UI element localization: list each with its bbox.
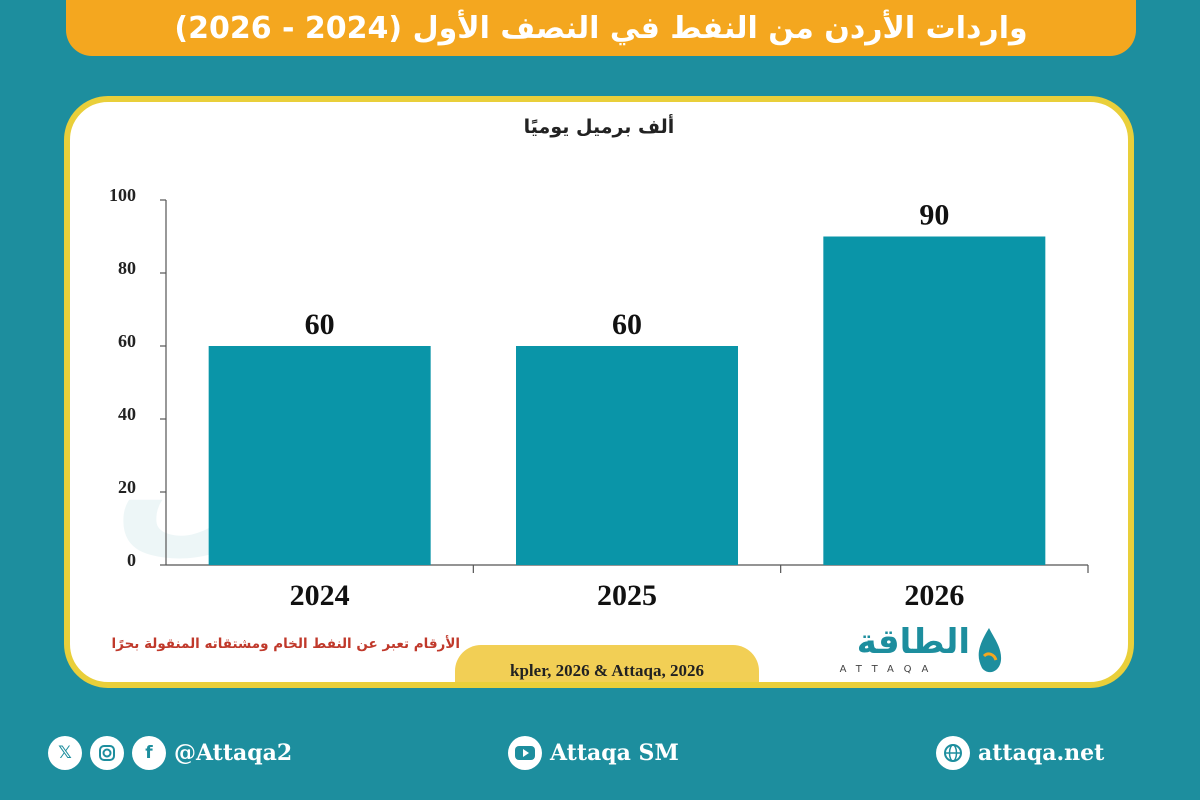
y-tick-label: 20 xyxy=(118,477,136,497)
bar-2026 xyxy=(823,236,1046,565)
facebook-icon[interactable]: f xyxy=(132,736,166,770)
source-text: kpler, 2026 & Attaqa, 2026 xyxy=(510,661,704,680)
website-group: attaqa.net xyxy=(936,736,1104,770)
attaqa-logo: الطاقة ATTAQA xyxy=(808,622,1004,682)
logo-arabic-text: الطاقة xyxy=(856,622,970,662)
data-label-2025: 60 xyxy=(612,308,642,341)
drop-icon xyxy=(978,628,1002,673)
bar-2024 xyxy=(208,346,431,565)
y-tick-label: 100 xyxy=(109,185,136,205)
footnote: الأرقام تعبر عن النفط الخام ومشتقاته الم… xyxy=(111,636,460,652)
bar-chart: 0 20 40 60 80 100 60 2024 60 2025 90 2026 xyxy=(109,185,1089,612)
category-label-2026: 2026 xyxy=(904,579,964,612)
social-handle[interactable]: @Attaqa2 xyxy=(174,740,293,766)
youtube-group: Attaqa SM xyxy=(508,736,679,770)
data-label-2024: 60 xyxy=(305,308,335,341)
y-tick-label: 60 xyxy=(118,331,136,351)
youtube-icon[interactable] xyxy=(508,736,542,770)
globe-icon[interactable] xyxy=(936,736,970,770)
y-tick-label: 0 xyxy=(127,550,136,570)
logo-english-text: ATTAQA xyxy=(839,664,939,675)
category-label-2024: 2024 xyxy=(290,579,350,612)
website-link[interactable]: attaqa.net xyxy=(978,740,1105,766)
category-label-2025: 2025 xyxy=(597,579,657,612)
x-icon[interactable]: 𝕏 xyxy=(48,736,82,770)
y-tick-label: 40 xyxy=(118,404,136,424)
unit-label: ألف برميل يوميًا xyxy=(523,116,675,138)
chart-card: ال ألف برميل يوميًا 02040608010060202460… xyxy=(64,96,1134,688)
social-group: 𝕏 f @Attaqa2 xyxy=(48,736,292,770)
chart-title: واردات الأردن من النفط في النصف الأول (2… xyxy=(174,10,1028,46)
instagram-icon[interactable] xyxy=(90,736,124,770)
footer: 𝕏 f @Attaqa2 Attaqa SM attaqa.net xyxy=(0,728,1200,780)
title-bar: واردات الأردن من النفط في النصف الأول (2… xyxy=(66,0,1136,56)
data-label-2026: 90 xyxy=(919,199,949,232)
bar-2025 xyxy=(516,346,738,565)
source-tab: kpler, 2026 & Attaqa, 2026 xyxy=(455,645,759,682)
youtube-channel[interactable]: Attaqa SM xyxy=(550,740,679,766)
y-tick-label: 80 xyxy=(118,258,136,278)
